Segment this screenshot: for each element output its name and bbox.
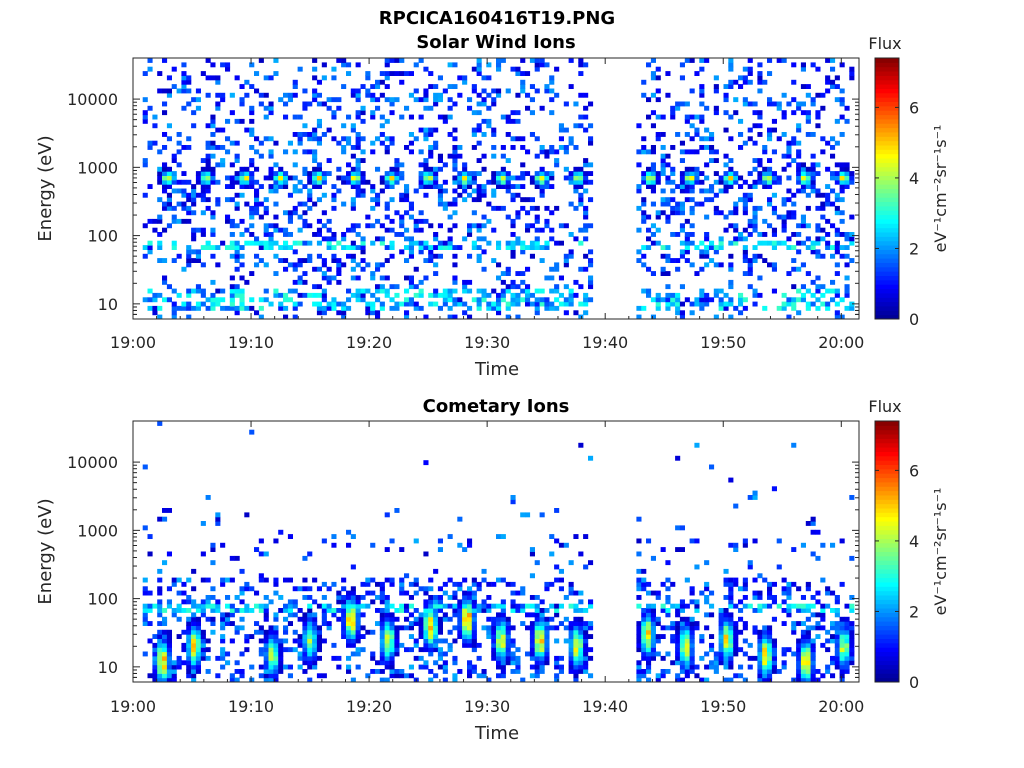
- colorbar-tick-label: 2: [909, 602, 919, 621]
- y-tick-label: 10: [98, 658, 118, 677]
- figure-title: RPCICA160416T19.PNG: [379, 8, 615, 29]
- colorbar-tick-label: 4: [909, 532, 919, 551]
- colorbar: 0 2 4 6 Flux eV⁻¹cm⁻²sr⁻¹s⁻¹: [868, 34, 950, 329]
- y-tick-label: 100: [87, 590, 118, 609]
- colorbar-title: Flux: [868, 34, 901, 53]
- heatmap-cells: [142, 421, 855, 683]
- colorbar-title: Flux: [868, 397, 901, 416]
- x-tick-label: 19:40: [582, 333, 628, 352]
- colorbar-tick-label: 0: [909, 673, 919, 692]
- y-tick-label: 1000: [77, 158, 118, 177]
- colorbar-tick-label: 6: [909, 98, 919, 117]
- x-tick-label: 20:00: [818, 697, 864, 716]
- axes-box: [132, 420, 860, 683]
- x-tick-label: 19:30: [464, 333, 510, 352]
- panel-title: Solar Wind Ions: [416, 32, 575, 53]
- x-tick-label: 19:20: [346, 697, 392, 716]
- x-tick-label: 19:10: [228, 333, 274, 352]
- y-axis-label: Energy (eV): [35, 498, 56, 604]
- y-tick-label: 1000: [77, 521, 118, 540]
- x-tick-label: 19:10: [228, 697, 274, 716]
- colorbar-frame: [874, 420, 900, 683]
- x-tick-label: 19:50: [700, 333, 746, 352]
- axes-box: [132, 57, 860, 320]
- colorbar: 0 2 4 6 Flux eV⁻¹cm⁻²sr⁻¹s⁻¹: [868, 397, 950, 692]
- y-tick-label: 100: [87, 227, 118, 246]
- y-tick-label: 10000: [67, 90, 118, 109]
- x-tick-label: 19:40: [582, 697, 628, 716]
- colorbar-label: eV⁻¹cm⁻²sr⁻¹s⁻¹: [931, 125, 950, 253]
- x-tick-label: 19:20: [346, 333, 392, 352]
- colorbar-tick-label: 2: [909, 239, 919, 258]
- colorbar-frame: [874, 57, 900, 320]
- panel-2: Cometary Ions 19:00 19:10 19:20 19:30 19:40 19…: [35, 396, 950, 744]
- colorbar-tick-label: 6: [909, 461, 919, 480]
- panel-1: Solar Wind Ions 19:00 19:10 19:20 19:30 19:40…: [35, 32, 950, 380]
- x-tick-label: 19:00: [110, 333, 156, 352]
- x-tick-label: 19:30: [464, 697, 510, 716]
- panels: Solar Wind Ions 19:00 19:10 19:20 19:30 19:40…: [35, 32, 950, 744]
- colorbar-label: eV⁻¹cm⁻²sr⁻¹s⁻¹: [931, 488, 950, 616]
- x-axis-label: Time: [474, 359, 519, 380]
- x-axis-label: Time: [474, 723, 519, 744]
- colorbar-tick-label: 4: [909, 169, 919, 188]
- x-tick-label: 19:00: [110, 697, 156, 716]
- x-tick-label: 19:50: [700, 697, 746, 716]
- x-tick-label: 20:00: [818, 333, 864, 352]
- y-tick-label: 10: [98, 295, 118, 314]
- colorbar-tick-label: 0: [909, 310, 919, 329]
- heatmap-cells: [142, 58, 855, 320]
- y-tick-label: 10000: [67, 453, 118, 472]
- y-axis-label: Energy (eV): [35, 135, 56, 241]
- panel-title: Cometary Ions: [423, 396, 570, 417]
